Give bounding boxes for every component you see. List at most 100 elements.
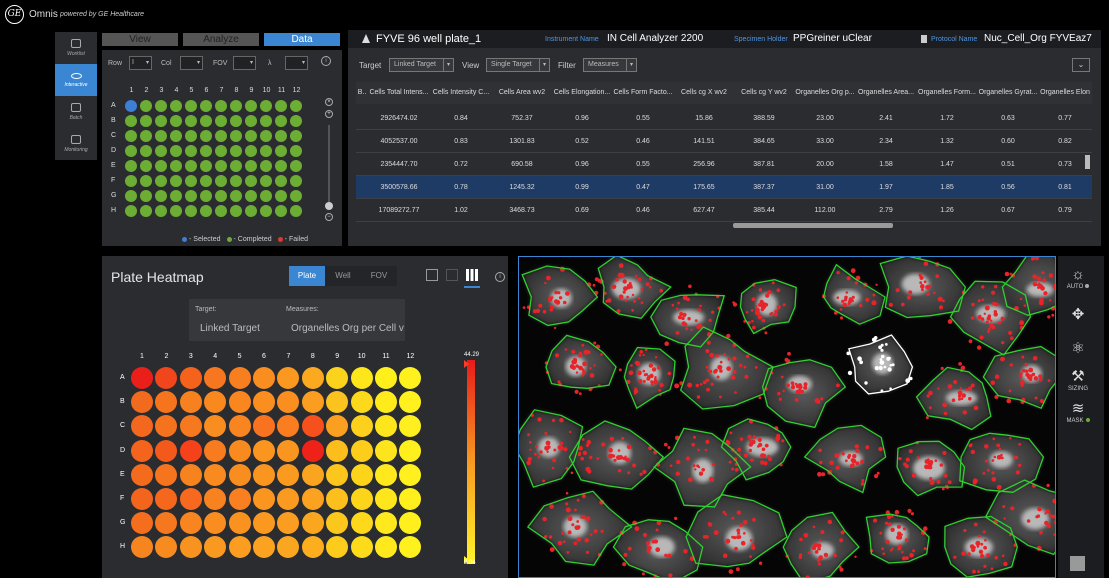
well-E2[interactable] [140,160,152,172]
well-H10[interactable] [260,205,272,217]
heatmap-well-G2[interactable] [155,512,178,535]
well-C5[interactable] [185,130,197,142]
well-G5[interactable] [185,190,197,202]
heatmap-well-B6[interactable] [253,391,275,414]
well-H9[interactable] [245,205,257,217]
heatmap-well-D7[interactable] [277,439,300,462]
heatmap-well-H10[interactable] [350,536,373,559]
well-D8[interactable] [230,145,242,157]
heatmap-well-H3[interactable] [179,536,202,559]
table-column-header[interactable]: Organelles Org p... [794,82,856,104]
heatmap-well-G12[interactable] [399,512,422,535]
well-C2[interactable] [140,130,152,142]
heatmap-well-H5[interactable] [228,536,251,559]
well-H8[interactable] [230,205,242,217]
heatmap-well-F9[interactable] [326,488,349,510]
well-C7[interactable] [215,130,227,142]
heatmap-well-A10[interactable] [350,367,373,389]
mask-tool[interactable]: ≋ MASK [1058,400,1098,424]
table-column-header[interactable]: Cells cg X wv2 [674,82,734,104]
well-E10[interactable] [260,160,272,172]
heatmap-tab-plate[interactable]: Plate [289,266,325,286]
table-row[interactable]: 1707183.480.63600.030.730.3563.51379.131… [356,222,1092,230]
table-column-header[interactable]: Cells Area wv2 [492,82,552,104]
heatmap-well-C5[interactable] [228,415,251,438]
well-D2[interactable] [140,145,152,157]
heatmap-well-G11[interactable] [375,512,397,535]
heatmap-well-A5[interactable] [228,367,251,389]
heatmap-well-G1[interactable] [131,512,153,535]
well-B9[interactable] [245,115,257,127]
well-D11[interactable] [275,145,287,157]
heatmap-well-B4[interactable] [204,391,227,414]
heatmap-well-G3[interactable] [179,512,202,535]
well-F1[interactable] [125,175,137,187]
heatmap-well-G4[interactable] [204,512,227,535]
well-C12[interactable] [290,130,302,142]
heatmap-well-B9[interactable] [326,391,349,414]
well-F6[interactable] [200,175,212,187]
well-D9[interactable] [245,145,257,157]
heatmap-well-E12[interactable] [399,463,422,486]
well-A12[interactable] [290,100,302,112]
heatmap-well-E7[interactable] [277,463,300,486]
heatmap-well-H12[interactable] [399,536,422,559]
heatmap-well-E9[interactable] [326,463,349,486]
heatmap-well-F6[interactable] [253,488,275,510]
well-C11[interactable] [275,130,287,142]
well-D7[interactable] [215,145,227,157]
well-E5[interactable] [185,160,197,172]
nav-item-interactive[interactable]: Interactive [55,64,97,96]
table-column-header[interactable]: Cells Form Facto... [612,82,674,104]
well-D12[interactable] [290,145,302,157]
image-viewer[interactable] [518,256,1056,578]
well-F12[interactable] [290,175,302,187]
table-column-header[interactable]: Cells cg Y wv2 [734,82,794,104]
heatmap-well-D3[interactable] [179,439,202,462]
auto-brightness-tool[interactable]: ☼ AUTO [1058,266,1098,290]
heatmap-well-A4[interactable] [204,367,227,389]
well-E4[interactable] [170,160,182,172]
table-column-header[interactable]: Organelles Area... [856,82,916,104]
heatmap-well-E1[interactable] [131,463,153,486]
heatmap-well-A2[interactable] [155,367,178,389]
well-B1[interactable] [125,115,137,127]
measure-selector[interactable]: Target: Measures: Linked Target Organell… [189,299,405,341]
heatmap-well-G10[interactable] [350,512,373,535]
heatmap-well-D1[interactable] [131,439,153,462]
heatmap-well-D6[interactable] [253,439,275,462]
heatmap-well-H8[interactable] [301,536,324,559]
heatmap-well-C12[interactable] [399,415,422,438]
well-E12[interactable] [290,160,302,172]
table-row[interactable]: 3500578.66 0.78 1245.32 0.99 0.47 175.65 387.3… [356,176,1092,199]
heatmap-well-F11[interactable] [375,488,397,510]
heatmap-well-D5[interactable] [228,439,251,462]
heatmap-well-H2[interactable] [155,536,178,559]
zoom-reset-icon[interactable]: × [325,98,333,106]
heatmap-well-G5[interactable] [228,512,251,535]
heatmap-well-C8[interactable] [301,415,324,438]
heatmap-well-D9[interactable] [326,439,349,462]
nav-item-batch[interactable]: Batch [55,96,97,128]
info-icon[interactable]: i [321,56,331,66]
heatmap-well-B3[interactable] [179,391,202,414]
well-A2[interactable] [140,100,152,112]
well-F2[interactable] [140,175,152,187]
table-row[interactable]: 17089272.77 1.02 3468.73 0.69 0.46 627.47 385.… [356,199,1092,222]
well-B5[interactable] [185,115,197,127]
sizing-tool[interactable]: ⚒ SIZING [1058,368,1098,392]
heatmap-well-E3[interactable] [179,463,202,486]
well-E8[interactable] [230,160,242,172]
heatmap-well-E8[interactable] [301,463,324,486]
export-button[interactable]: ⌄ [1072,58,1090,72]
heatmap-well-C4[interactable] [204,415,227,438]
heatmap-well-B1[interactable] [131,391,153,414]
well-B3[interactable] [155,115,167,127]
well-G10[interactable] [260,190,272,202]
well-E6[interactable] [200,160,212,172]
well-F9[interactable] [245,175,257,187]
table-column-header[interactable]: B.. [356,82,368,104]
heatmap-well-H11[interactable] [375,536,397,559]
well-B4[interactable] [170,115,182,127]
heatmap-well-A3[interactable] [179,367,202,389]
